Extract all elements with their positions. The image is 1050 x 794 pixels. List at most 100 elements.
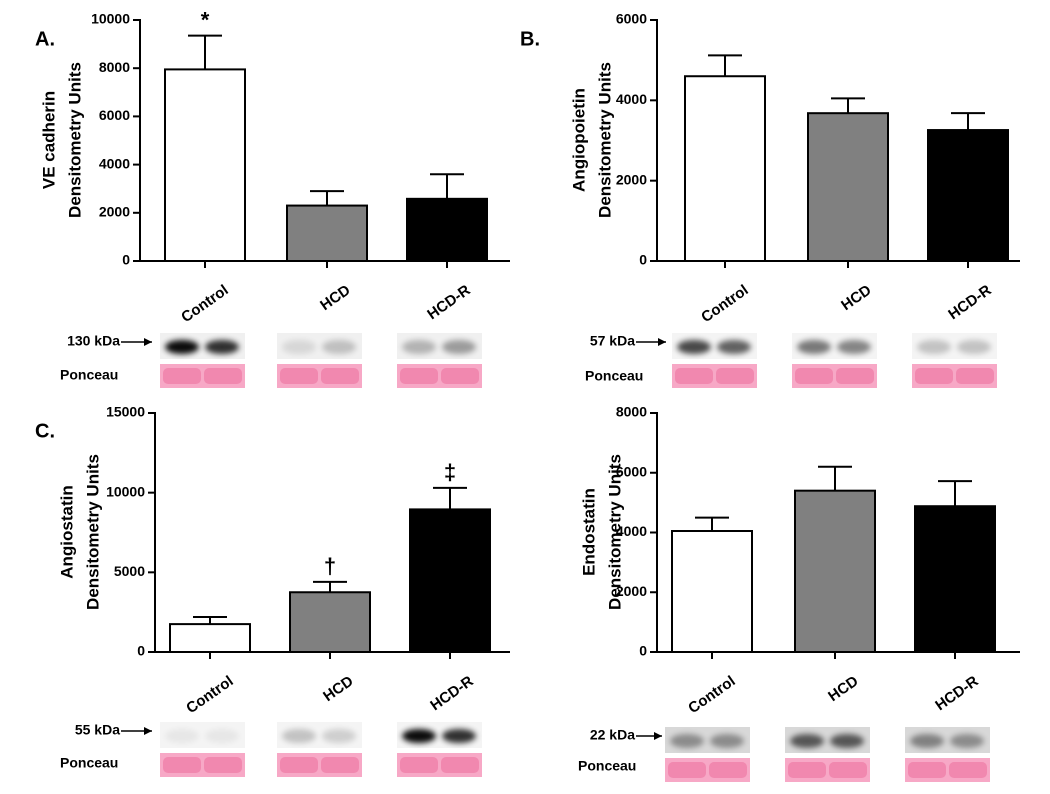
y-tick-label: 6000 (616, 11, 647, 27)
blot-size-label: 130 kDa (67, 333, 120, 349)
blot-size-label: 57 kDa (590, 333, 635, 349)
blot-band (322, 340, 356, 354)
y-tick-label: 0 (122, 252, 130, 268)
ponceau-lane (280, 368, 318, 384)
blot-band (957, 340, 991, 354)
bar (286, 204, 368, 263)
x-tick-label: HCD-R (932, 673, 981, 715)
bar (794, 489, 876, 653)
blot-band (710, 734, 744, 748)
y-tick-label: 10000 (91, 11, 130, 27)
blot-band (670, 734, 704, 748)
ponceau-lane (204, 757, 242, 773)
bar (289, 591, 371, 653)
blot-band (797, 340, 831, 354)
blot-band (205, 729, 239, 743)
y-axis-label: Densitometry Units (605, 454, 624, 610)
x-tick-label: HCD-R (427, 673, 476, 715)
loading-control-label: Ponceau (60, 367, 118, 383)
y-axis-label: Densitometry Units (83, 454, 102, 610)
blot-band (837, 340, 871, 354)
blot-band (717, 340, 751, 354)
bar (406, 197, 488, 263)
y-tick-label: 5000 (114, 563, 145, 579)
y-tick-label: 0 (137, 643, 145, 659)
loading-control-label: Ponceau (60, 755, 118, 771)
y-tick-label: 2000 (99, 204, 130, 220)
ponceau-lane (441, 368, 479, 384)
x-tick-label: Control (685, 673, 738, 718)
ponceau-lane (949, 762, 987, 778)
loading-control-label: Ponceau (585, 368, 643, 384)
ponceau-lane (163, 757, 201, 773)
ponceau-lane (163, 368, 201, 384)
blot-arrowhead (144, 338, 152, 346)
blot-band (205, 340, 239, 354)
y-tick-label: 4000 (616, 91, 647, 107)
panel-label: C. (35, 420, 55, 442)
x-tick-label: HCD (317, 282, 354, 315)
blot-band (442, 340, 476, 354)
y-tick-label: 6000 (616, 463, 647, 479)
blot-band (677, 340, 711, 354)
y-tick-label: 4000 (616, 523, 647, 539)
significance-mark: † (324, 554, 336, 579)
x-tick-label: Control (183, 673, 236, 718)
ponceau-lane (908, 762, 946, 778)
ponceau-lane (400, 757, 438, 773)
blot-band (402, 340, 436, 354)
blot-size-label: 22 kDa (590, 727, 635, 743)
significance-mark: * (201, 7, 210, 32)
ponceau-lane (321, 757, 359, 773)
bar (927, 129, 1009, 262)
y-axis-label: Angiopoietin (569, 88, 588, 192)
y-tick-label: 8000 (99, 59, 130, 75)
ponceau-lane (836, 368, 874, 384)
bar (807, 112, 889, 263)
ponceau-lane (716, 368, 754, 384)
ponceau-lane (829, 762, 867, 778)
ponceau-lane (668, 762, 706, 778)
blot-band (950, 734, 984, 748)
ponceau-lane (280, 757, 318, 773)
ponceau-lane (915, 368, 953, 384)
bar (684, 75, 766, 262)
x-tick-label: Control (698, 282, 751, 327)
blot-band (910, 734, 944, 748)
ponceau-lane (956, 368, 994, 384)
x-tick-label: HCD (838, 282, 875, 315)
ponceau-lane (675, 368, 713, 384)
bar (409, 508, 491, 653)
ponceau-lane (321, 368, 359, 384)
blot-band (282, 729, 316, 743)
bar (671, 530, 753, 653)
y-tick-label: 2000 (616, 171, 647, 187)
ponceau-lane (709, 762, 747, 778)
blot-band (830, 734, 864, 748)
y-tick-label: 4000 (99, 155, 130, 171)
y-tick-label: 6000 (99, 107, 130, 123)
y-axis-label: Angiostatin (57, 485, 76, 579)
y-tick-label: 10000 (106, 483, 145, 499)
ponceau-lane (204, 368, 242, 384)
ponceau-lane (795, 368, 833, 384)
blot-arrowhead (658, 338, 666, 346)
y-axis-label: Densitometry Units (65, 62, 84, 218)
bar (169, 623, 251, 653)
blot-band (790, 734, 824, 748)
bar (914, 505, 996, 653)
x-tick-label: HCD-R (424, 282, 473, 324)
panel-label: B. (520, 28, 540, 50)
loading-control-label: Ponceau (578, 758, 636, 774)
y-tick-label: 8000 (616, 404, 647, 420)
ponceau-lane (441, 757, 479, 773)
blot-band (165, 729, 199, 743)
significance-mark: ‡ (444, 460, 456, 485)
y-tick-label: 15000 (106, 404, 145, 420)
blot-arrowhead (144, 727, 152, 735)
blot-band (322, 729, 356, 743)
y-tick-label: 0 (639, 252, 647, 268)
blot-band (917, 340, 951, 354)
x-tick-label: Control (178, 282, 231, 327)
